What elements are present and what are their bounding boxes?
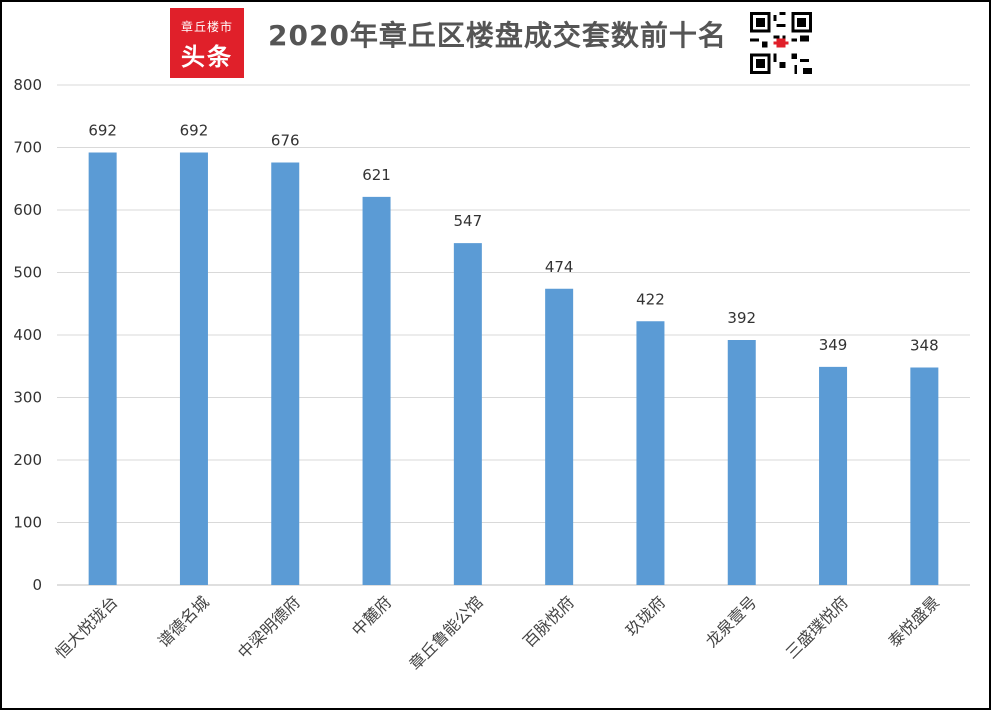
- logo-line-2: 头条: [181, 43, 233, 71]
- y-tick-label: 600: [13, 201, 42, 219]
- y-tick-label: 800: [13, 76, 42, 94]
- x-category-label: 龙泉壹号: [702, 592, 761, 651]
- x-category-label: 章丘鲁能公馆: [405, 592, 486, 673]
- data-label: 422: [636, 290, 665, 308]
- data-label: 621: [362, 166, 391, 184]
- y-tick-label: 700: [13, 139, 42, 157]
- bar: [271, 162, 300, 585]
- bar: [910, 367, 939, 585]
- data-label: 676: [271, 132, 300, 150]
- data-label: 348: [910, 337, 939, 355]
- data-label: 692: [180, 122, 209, 140]
- x-category-label: 恒大悦珑台: [51, 592, 121, 662]
- bar: [453, 243, 482, 585]
- logo-line-1: 章丘楼市: [180, 20, 233, 34]
- y-tick-label: 500: [13, 264, 42, 282]
- bar: [819, 366, 848, 585]
- data-label: 692: [88, 122, 117, 140]
- bar: [545, 288, 574, 585]
- x-category-label: 玖珑府: [622, 592, 669, 639]
- data-label: 349: [819, 336, 848, 354]
- x-category-label: 百脉悦府: [519, 592, 578, 651]
- chart-title: 2020年章丘区楼盘成交套数前十名: [268, 19, 727, 52]
- bar: [362, 196, 391, 585]
- y-tick-label: 0: [32, 576, 42, 594]
- bar: [88, 152, 117, 585]
- bar: [727, 340, 756, 585]
- data-label: 547: [454, 212, 483, 230]
- x-category-label: 中麓府: [348, 592, 395, 639]
- y-tick-label: 400: [13, 326, 42, 344]
- y-tick-label: 200: [13, 451, 42, 469]
- qr-code-icon: [750, 12, 812, 74]
- data-label: 392: [727, 309, 756, 327]
- bar: [179, 152, 208, 585]
- y-tick-label: 100: [13, 514, 42, 532]
- x-category-label: 泰悦盛景: [884, 592, 943, 651]
- x-category-label: 中梁明德府: [234, 592, 304, 662]
- x-category-label: 谱德名城: [154, 592, 213, 651]
- data-label: 474: [545, 258, 574, 276]
- x-category-label: 三盛璞悦府: [782, 592, 852, 662]
- y-tick-label: 300: [13, 389, 42, 407]
- brand-logo: 章丘楼市 头条: [170, 8, 244, 78]
- bar: [636, 321, 665, 585]
